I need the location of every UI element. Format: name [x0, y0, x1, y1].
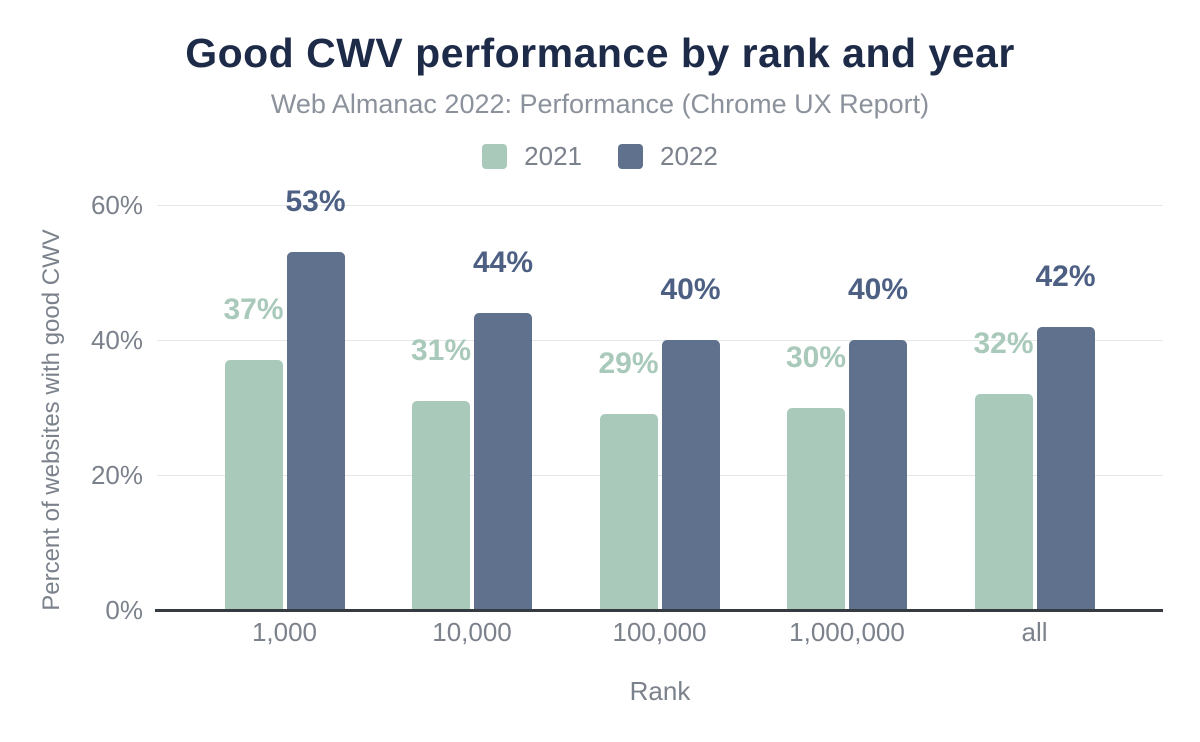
- bar-2021-1000000: [787, 407, 845, 610]
- gridline-40%: [157, 339, 1163, 341]
- legend-label-2022: 2022: [660, 141, 718, 171]
- bar-value-label-2021-10000: 31%: [410, 333, 472, 367]
- bar-value-label-2022-all: 42%: [1035, 259, 1096, 293]
- bar-value-label-2021-all: 32%: [973, 327, 1034, 360]
- bar-value-label-2021-1000: 37%: [223, 293, 284, 327]
- x-tick-label-100000: 100,000: [612, 617, 707, 647]
- y-tick-label: 40%: [90, 325, 143, 355]
- legend-item-2022: 2022: [618, 141, 718, 172]
- gridline-60%: [157, 204, 1163, 206]
- bar-value-label-2022-100000: 40%: [660, 273, 721, 306]
- x-axis-title: Rank: [629, 676, 691, 706]
- bar-value-label-2022-10000: 44%: [472, 246, 534, 279]
- bar-2022-1000: [286, 252, 345, 610]
- bar-value-label-2022-1000000: 40%: [847, 273, 909, 306]
- page-title: Good CWV performance by rank and year: [185, 30, 1015, 76]
- legend-item-2021: 2021: [482, 141, 582, 172]
- page-subtitle: Web Almanac 2022: Performance (Chrome UX…: [270, 89, 930, 119]
- bar-2022-1000000: [849, 340, 907, 610]
- y-tick-label: 60%: [90, 190, 143, 220]
- legend: 2021 2022: [0, 141, 1200, 172]
- bar-2021-100000: [599, 414, 658, 610]
- bar-2021-all: [974, 394, 1033, 610]
- bar-value-label-2021-1000000: 30%: [785, 340, 847, 374]
- x-tick-label-all: all: [1021, 617, 1048, 647]
- bar-2021-10000: [412, 400, 470, 610]
- y-tick-label: 0%: [105, 595, 143, 625]
- x-tick-label-1000000: 1,000,000: [789, 617, 905, 647]
- gridline-20%: [157, 474, 1163, 476]
- bar-2022-100000: [661, 340, 720, 610]
- bar-value-label-2021-100000: 29%: [598, 347, 659, 381]
- legend-label-2021: 2021: [524, 141, 582, 171]
- bar-2022-all: [1036, 326, 1095, 610]
- x-axis-line: [155, 608, 1163, 612]
- x-tick-label-1000: 1,000: [251, 617, 318, 647]
- y-tick-label: 20%: [90, 460, 143, 490]
- y-axis-title: Percent of websites with good CWV: [38, 229, 65, 611]
- bar-2021-1000: [224, 360, 283, 610]
- legend-swatch-2021: [482, 144, 508, 169]
- bar-value-label-2022-1000: 53%: [285, 185, 346, 219]
- bar-2022-10000: [474, 313, 532, 610]
- x-tick-label-10000: 10,000: [432, 617, 512, 647]
- legend-swatch-2022: [618, 144, 643, 169]
